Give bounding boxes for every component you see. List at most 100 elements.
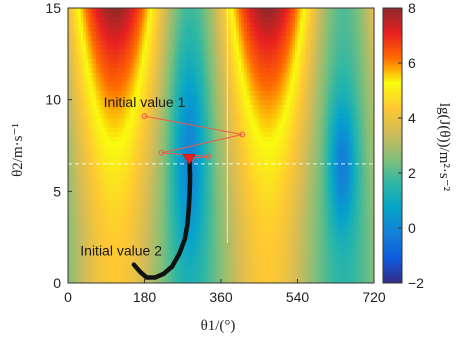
- heatmap-cell: [106, 223, 110, 229]
- heatmap-cell: [78, 246, 82, 252]
- heatmap-cell: [259, 228, 263, 234]
- heatmap-cell: [162, 241, 166, 247]
- heatmap-cell: [259, 186, 263, 192]
- heatmap-cell: [264, 232, 268, 238]
- heatmap-cell: [170, 76, 174, 82]
- heatmap-cell: [272, 17, 276, 23]
- heatmap-cell: [236, 12, 240, 18]
- heatmap-cell: [205, 264, 209, 270]
- heatmap-cell: [274, 30, 278, 37]
- heatmap-cell: [221, 72, 225, 78]
- heatmap-cell: [124, 35, 128, 41]
- heatmap-cell: [228, 186, 232, 192]
- heatmap-cell: [251, 58, 255, 64]
- heatmap-cell: [80, 145, 84, 151]
- heatmap-cell: [149, 8, 153, 14]
- heatmap-cell: [154, 49, 158, 55]
- heatmap-cell: [93, 49, 97, 55]
- heatmap-cell: [256, 99, 260, 105]
- heatmap-cell: [228, 85, 232, 92]
- heatmap-cell: [172, 145, 176, 151]
- heatmap-cell: [177, 168, 181, 174]
- heatmap-cell: [213, 186, 217, 192]
- heatmap-cell: [241, 154, 245, 160]
- heatmap-cell: [243, 163, 248, 170]
- heatmap-cell: [277, 113, 281, 119]
- heatmap-cell: [73, 127, 77, 133]
- heatmap-cell: [93, 8, 97, 14]
- heatmap-cell: [254, 200, 258, 206]
- heatmap-cell: [144, 118, 148, 124]
- heatmap-cell: [78, 17, 82, 23]
- heatmap-cell: [83, 72, 87, 78]
- heatmap-cell: [113, 131, 118, 137]
- heatmap-cell: [152, 113, 156, 119]
- heatmap-cell: [121, 113, 125, 119]
- heatmap-cell: [75, 35, 79, 41]
- heatmap-cell: [256, 173, 260, 179]
- heatmap-cell: [195, 163, 199, 170]
- heatmap-cell: [249, 21, 253, 27]
- heatmap-cell: [274, 76, 278, 82]
- heatmap-cell: [68, 127, 72, 133]
- heatmap-cell: [200, 182, 204, 188]
- heatmap-cell: [274, 81, 278, 87]
- heatmap-cell: [152, 127, 156, 133]
- heatmap-cell: [274, 168, 278, 174]
- heatmap-cell: [167, 35, 171, 41]
- heatmap-cell: [111, 246, 115, 252]
- heatmap-cell: [116, 40, 120, 46]
- heatmap-cell: [221, 150, 225, 156]
- heatmap-cell: [187, 53, 191, 60]
- heatmap-cell: [259, 260, 263, 266]
- heatmap-cell: [108, 113, 112, 119]
- heatmap-cell: [70, 72, 74, 78]
- heatmap-cell: [210, 154, 214, 160]
- heatmap-cell: [129, 63, 133, 69]
- heatmap-cell: [98, 118, 102, 124]
- heatmap-cell: [210, 90, 214, 96]
- heatmap-cell: [182, 177, 186, 183]
- heatmap-cell: [238, 223, 242, 229]
- heatmap-cell: [269, 214, 273, 220]
- heatmap-cell: [75, 209, 79, 215]
- heatmap-cell: [96, 136, 100, 142]
- heatmap-cell: [190, 17, 194, 23]
- heatmap-cell: [264, 182, 268, 188]
- heatmap-cell: [106, 17, 110, 23]
- heatmap-cell: [152, 131, 156, 137]
- heatmap-cell: [152, 17, 156, 23]
- heatmap-cell: [175, 108, 179, 115]
- heatmap-cell: [251, 173, 255, 179]
- heatmap-cell: [249, 182, 253, 188]
- heatmap-cell: [88, 218, 92, 225]
- heatmap-cell: [70, 35, 74, 41]
- heatmap-cell: [170, 67, 174, 73]
- heatmap-cell: [103, 67, 107, 73]
- heatmap-cell: [152, 232, 156, 238]
- heatmap-cell: [259, 58, 263, 64]
- heatmap-cell: [124, 145, 128, 151]
- heatmap-cell: [241, 264, 245, 270]
- heatmap-cell: [170, 145, 174, 151]
- heatmap-cell: [124, 250, 128, 257]
- heatmap-cell: [90, 195, 95, 202]
- heatmap-cell: [80, 200, 84, 206]
- heatmap-cell: [246, 241, 250, 247]
- heatmap-cell: [75, 182, 79, 188]
- heatmap-cell: [129, 168, 133, 174]
- heatmap-cell: [85, 67, 89, 73]
- heatmap-cell: [116, 67, 120, 73]
- heatmap-cell: [83, 182, 87, 188]
- heatmap-cell: [144, 90, 148, 96]
- heatmap-cell: [236, 136, 240, 142]
- heatmap-cell: [272, 163, 276, 170]
- heatmap-cell: [264, 228, 268, 234]
- heatmap-cell: [126, 223, 130, 229]
- heatmap-cell: [139, 177, 143, 183]
- heatmap-cell: [238, 214, 242, 220]
- heatmap-cell: [251, 273, 255, 280]
- heatmap-cell: [231, 223, 235, 229]
- heatmap-cell: [96, 8, 100, 14]
- heatmap-cell: [269, 99, 273, 105]
